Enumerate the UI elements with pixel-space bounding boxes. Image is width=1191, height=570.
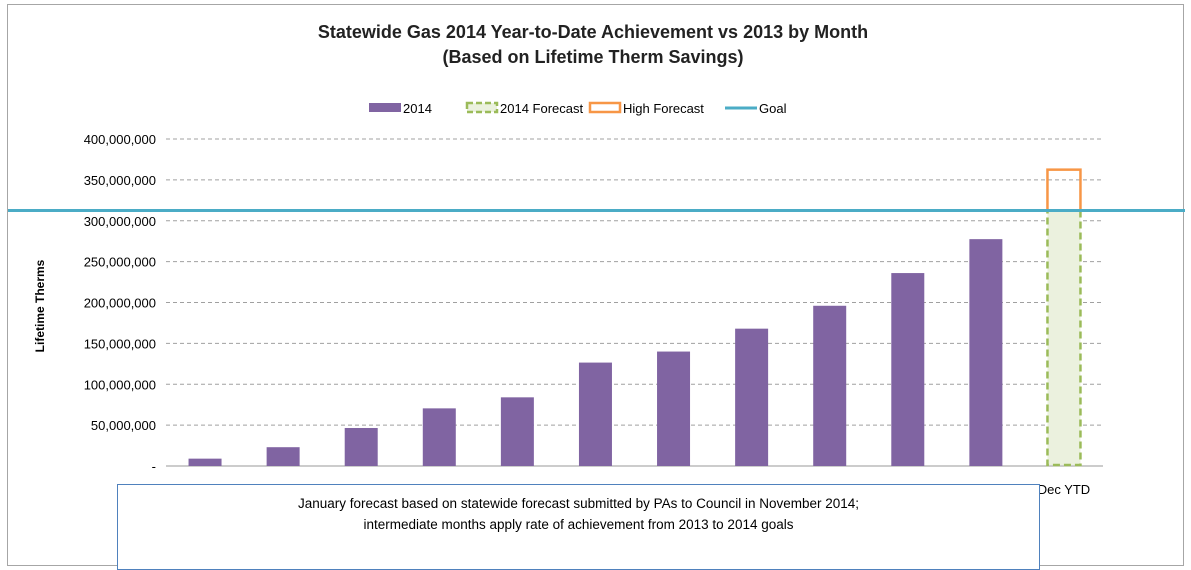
bar-2014 [891,273,925,466]
bars [8,168,1185,467]
y-tick-label: 150,000,000 [84,336,156,351]
y-tick-label: 400,000,000 [84,132,156,147]
y-tick-label: - [152,459,156,474]
gridlines [166,138,1103,467]
legend-item-1: 2014 Forecast [465,101,583,116]
legend-item-2: High Forecast [588,101,704,116]
y-tick-label: 250,000,000 [84,255,156,270]
chart-title-line-2: (Based on Lifetime Therm Savings) [442,47,743,67]
y-axis-ticks: - 50,000,000 100,000,000 150,000,000 200,000… [84,132,156,474]
legend: 2014 2014 Forecast High Forecast Goal [369,101,787,116]
bar-2014 [500,397,534,466]
legend-swatch [465,101,499,114]
bar-2014 [344,427,378,466]
chart-frame: Statewide Gas 2014 Year-to-Date Achievem… [7,4,1185,570]
bar-2014-forecast [1046,209,1082,467]
bar-2014 [969,239,1003,466]
legend-item-0: 2014 [369,101,432,116]
legend-swatch [588,101,622,114]
bar-2014 [657,351,691,466]
legend-label: 2014 Forecast [500,101,583,116]
chart: Statewide Gas 2014 Year-to-Date Achievem… [8,22,1185,497]
legend-label: High Forecast [623,101,704,116]
bar-2014 [266,447,300,466]
y-tick-label: 100,000,000 [84,377,156,392]
bar-2014 [188,458,222,466]
footnote-line-2: intermediate months apply rate of achiev… [363,517,794,532]
footnote-box: January forecast based on statewide fore… [117,484,1040,570]
footnote-line-1: January forecast based on statewide fore… [297,496,860,511]
bar-2014 [735,328,769,466]
chart-title-line-1: Statewide Gas 2014 Year-to-Date Achievem… [318,22,868,42]
bar-high-forecast [1046,168,1082,212]
y-axis-title: Lifetime Therms [33,259,47,352]
legend-label: 2014 [403,101,432,116]
bar-2014 [813,305,847,466]
chart-title: Statewide Gas 2014 Year-to-Date Achievem… [318,22,868,67]
legend-item-3: Goal [725,101,787,116]
legend-swatch [369,103,401,112]
bar-2014 [578,362,612,466]
y-tick-label: 350,000,000 [84,173,156,188]
legend-label: Goal [759,101,787,116]
x-tick-label: Dec YTD [1038,482,1091,497]
bar-2014 [422,408,456,466]
y-tick-label: 50,000,000 [91,418,156,433]
y-tick-label: 300,000,000 [84,214,156,229]
y-tick-label: 200,000,000 [84,296,156,311]
